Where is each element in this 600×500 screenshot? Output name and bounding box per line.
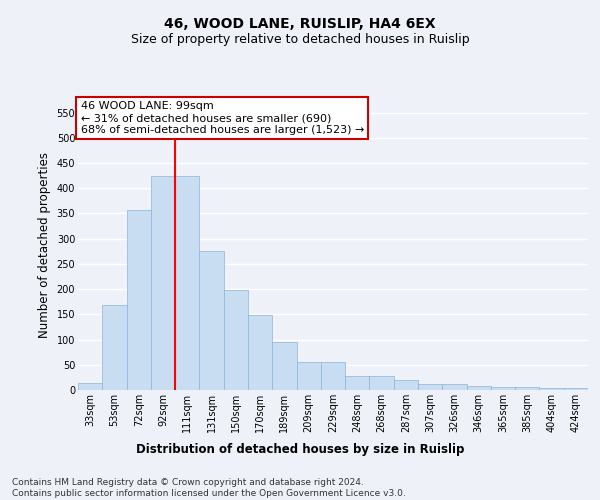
Bar [78,384,102,390]
Bar [224,290,248,390]
Bar [370,376,394,390]
Bar [199,252,224,390]
Bar [467,386,491,390]
Bar [151,176,175,390]
Bar [127,210,151,390]
Bar [564,388,588,390]
Text: Distribution of detached houses by size in Ruislip: Distribution of detached houses by size … [136,442,464,456]
Bar [394,380,418,390]
Bar [515,388,539,390]
Bar [321,362,345,390]
Y-axis label: Number of detached properties: Number of detached properties [38,152,51,338]
Text: 46, WOOD LANE, RUISLIP, HA4 6EX: 46, WOOD LANE, RUISLIP, HA4 6EX [164,18,436,32]
Bar [418,384,442,390]
Bar [296,362,321,390]
Bar [491,388,515,390]
Bar [442,384,467,390]
Bar [175,176,199,390]
Text: 46 WOOD LANE: 99sqm
← 31% of detached houses are smaller (690)
68% of semi-detac: 46 WOOD LANE: 99sqm ← 31% of detached ho… [80,102,364,134]
Bar [102,306,127,390]
Bar [539,388,564,390]
Bar [272,342,296,390]
Text: Size of property relative to detached houses in Ruislip: Size of property relative to detached ho… [131,32,469,46]
Text: Contains HM Land Registry data © Crown copyright and database right 2024.
Contai: Contains HM Land Registry data © Crown c… [12,478,406,498]
Bar [248,316,272,390]
Bar [345,376,370,390]
